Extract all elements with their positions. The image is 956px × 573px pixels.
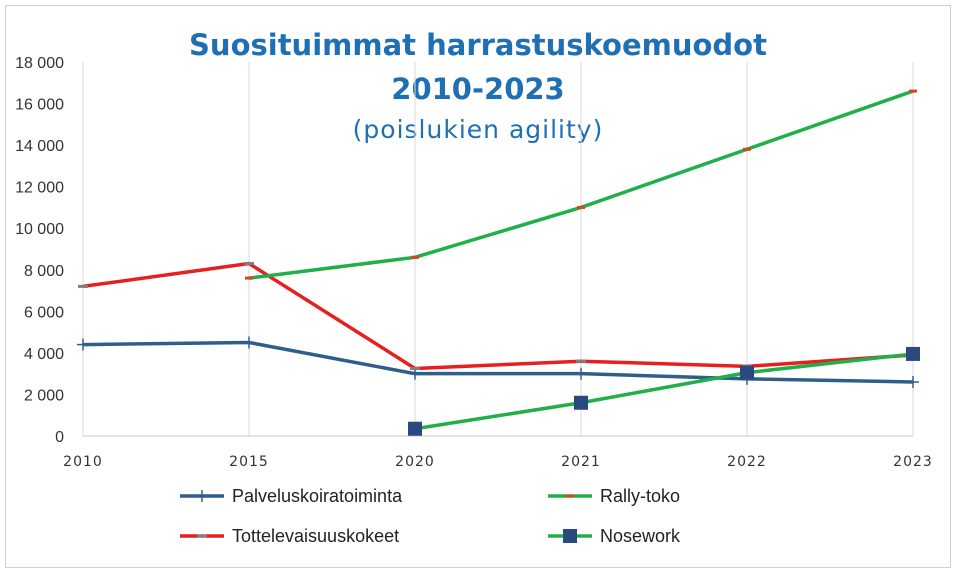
y-tick-label: 14 000 <box>15 138 64 155</box>
data-point-Tottelevaisuuskokeet-2021 <box>576 359 586 363</box>
chart-frame <box>5 5 951 568</box>
x-tick-label: 2020 <box>395 454 435 470</box>
data-point-Rally-toko-2020 <box>411 255 419 259</box>
legend-item-Nosework: Nosework <box>548 526 681 546</box>
data-point-Palveluskoiratoiminta-2021 <box>575 367 587 380</box>
legend-label: Tottelevaisuuskokeet <box>232 526 399 546</box>
x-tick-label: 2023 <box>893 454 933 470</box>
y-tick-label: 6 000 <box>24 304 64 321</box>
data-point-Palveluskoiratoiminta-2015 <box>243 336 255 349</box>
data-point-Tottelevaisuuskokeet-2010 <box>78 284 88 288</box>
y-tick-label: 10 000 <box>15 221 64 238</box>
data-point-Nosework-2021 <box>574 395 588 410</box>
legend-marker <box>196 490 208 502</box>
data-point-Rally-toko-2021 <box>577 205 585 209</box>
data-point-Nosework-2020 <box>408 421 422 436</box>
data-point-Tottelevaisuuskokeet-2020 <box>410 366 420 370</box>
legend-item-Palveluskoiratoiminta: Palveluskoiratoiminta <box>180 486 403 506</box>
data-point-Palveluskoiratoiminta-2023 <box>907 375 919 388</box>
y-tick-label: 0 <box>55 429 64 446</box>
series-line-Palveluskoiratoiminta <box>82 340 914 384</box>
legend-marker <box>563 529 577 543</box>
chart-title-line1: Suosituimmat harrastuskoemuodot <box>189 28 767 62</box>
chart-subtitle: (poislukien agility) <box>353 115 604 144</box>
y-tick-label: 8 000 <box>24 263 64 280</box>
y-tick-label: 2 000 <box>24 387 64 404</box>
legend-item-Tottelevaisuuskokeet: Tottelevaisuuskokeet <box>180 526 399 546</box>
data-point-Rally-toko-2023 <box>909 89 917 93</box>
data-point-Nosework-2022 <box>740 365 754 380</box>
data-point-Palveluskoiratoiminta-2010 <box>77 338 89 351</box>
y-tick-label: 4 000 <box>24 346 64 363</box>
data-point-Tottelevaisuuskokeet-2015 <box>244 262 254 266</box>
data-point-Rally-toko-2015 <box>245 276 253 280</box>
legend-label: Nosework <box>600 526 681 546</box>
y-tick-label: 18 000 <box>15 55 64 72</box>
data-point-Rally-toko-2022 <box>743 147 751 151</box>
legend-marker <box>197 534 207 538</box>
series-line-Nosework <box>414 352 914 431</box>
x-tick-label: 2021 <box>561 454 601 470</box>
legend-item-Rally-toko: Rally-toko <box>548 486 680 506</box>
legend-marker <box>566 494 574 498</box>
y-tick-label: 16 000 <box>15 97 64 114</box>
legend-label: Palveluskoiratoiminta <box>232 486 403 506</box>
x-tick-label: 2015 <box>229 454 269 470</box>
chart-title-line2: 2010-2023 <box>391 72 564 106</box>
legend-label: Rally-toko <box>600 486 680 506</box>
series-line-Tottelevaisuuskokeet <box>82 261 914 371</box>
x-tick-label: 2022 <box>727 454 767 470</box>
y-tick-label: 12 000 <box>15 180 64 197</box>
data-point-Nosework-2023 <box>906 346 920 361</box>
x-tick-label: 2010 <box>63 454 103 470</box>
